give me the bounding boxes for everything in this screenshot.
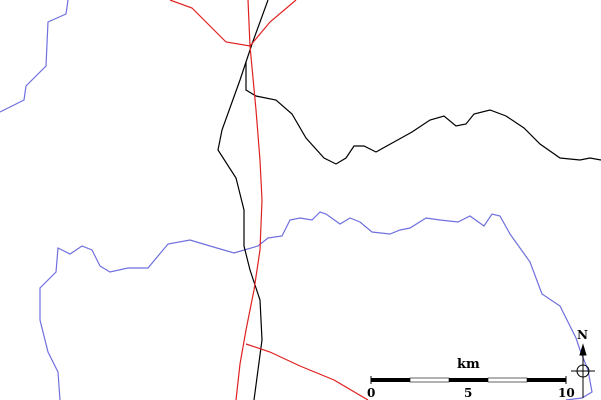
scale-tick-5: 5	[464, 386, 473, 400]
scale-tick-10: 10	[558, 386, 575, 400]
river	[0, 0, 69, 113]
scale-tick-0: 0	[367, 386, 376, 400]
railway	[245, 62, 601, 165]
compass-north-label: N	[577, 328, 588, 342]
north-arrow-icon	[571, 343, 595, 398]
road	[245, 343, 369, 400]
river	[39, 211, 593, 400]
road	[169, 0, 297, 47]
railway	[217, 0, 269, 400]
road	[235, 0, 263, 400]
scale-bar	[370, 376, 567, 384]
scale-unit: km	[457, 357, 480, 372]
